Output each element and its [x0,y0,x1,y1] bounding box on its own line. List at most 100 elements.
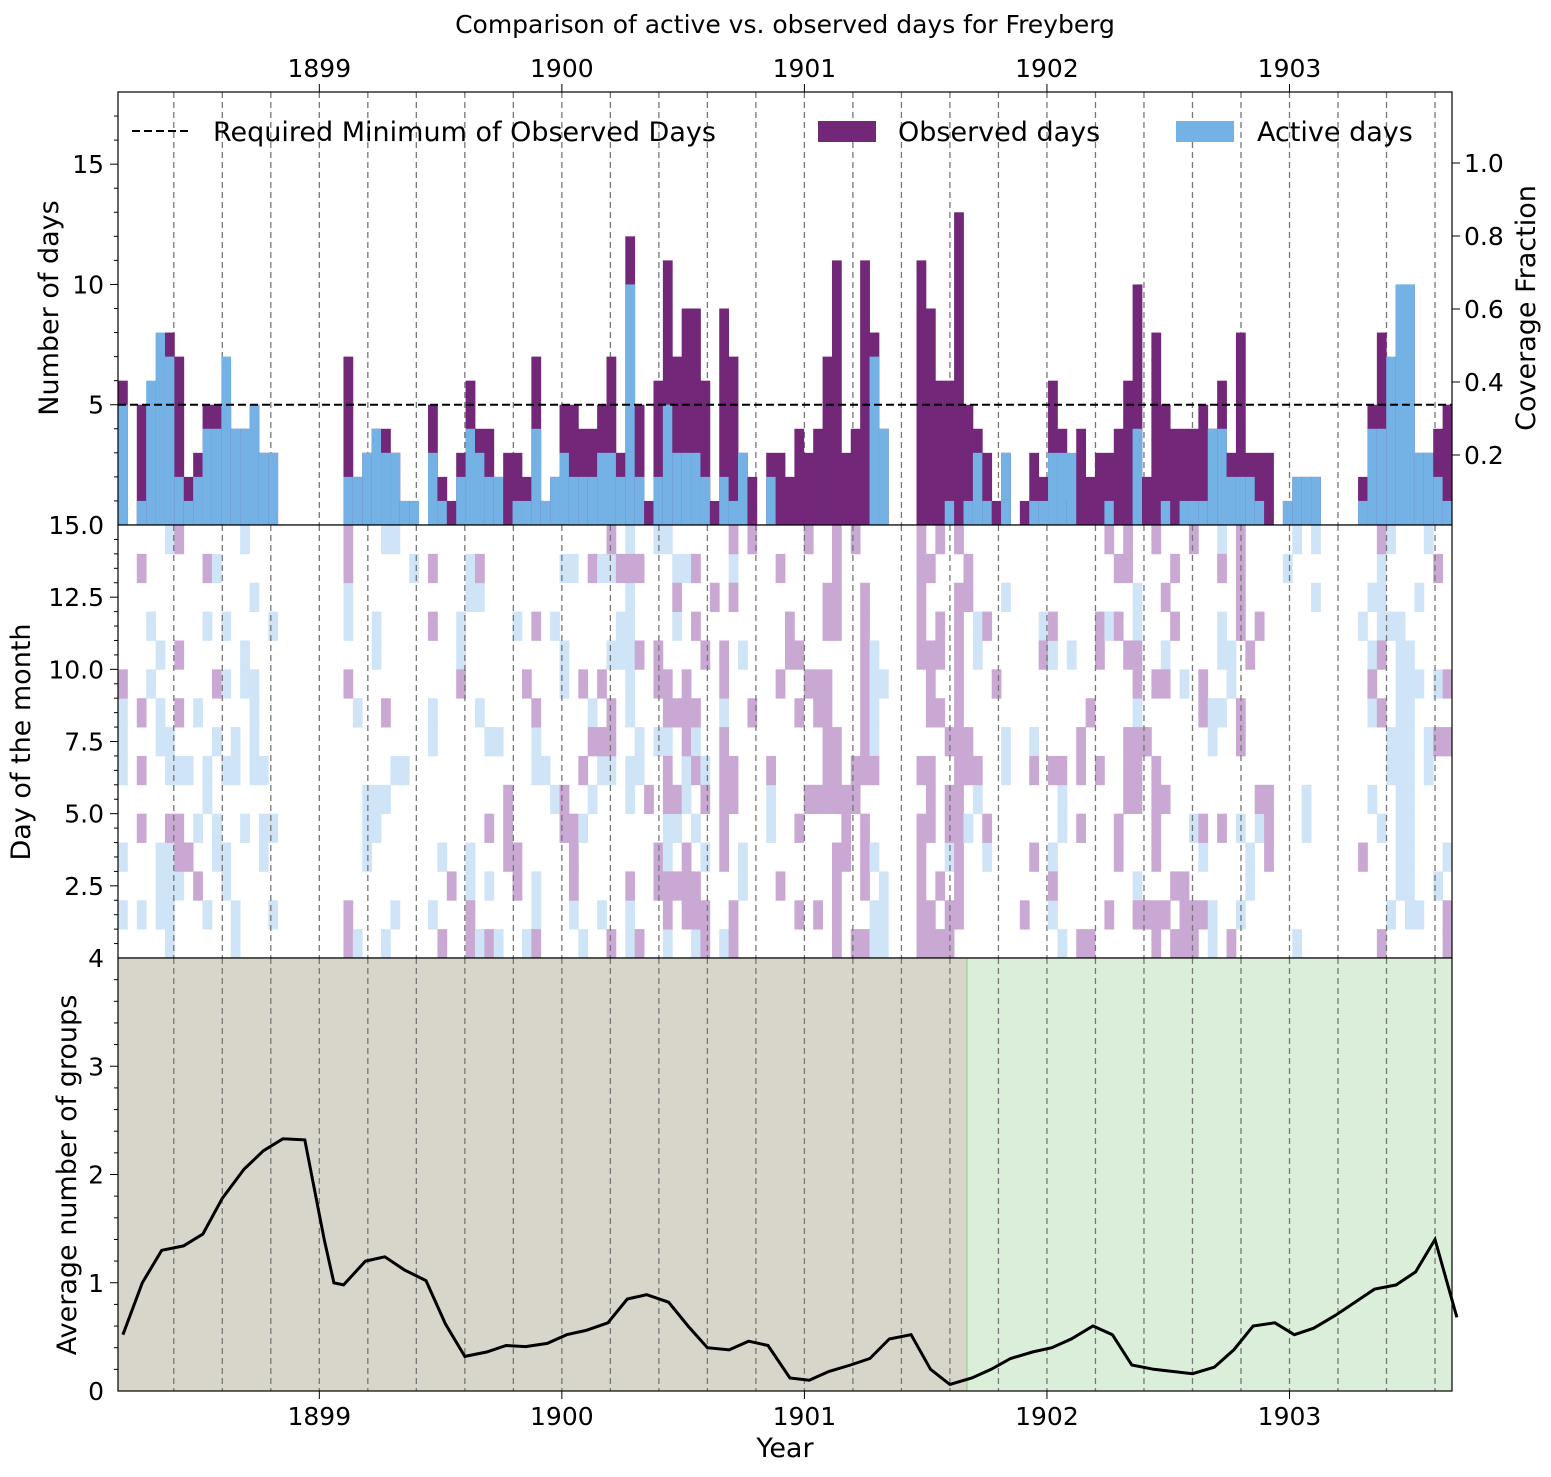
active-cell [1367,698,1378,728]
observed-cell [1442,727,1453,757]
active-cell [1057,784,1068,815]
observed-cell [1198,813,1209,843]
observed-bar [503,452,513,525]
active-bar [240,428,250,525]
region-right [966,958,1452,1391]
observed-cell [1433,727,1444,757]
observed-bar [803,452,814,525]
observed-cell [925,784,936,815]
active-bar [1235,476,1246,525]
observed-bar [512,452,523,525]
observed-bar [644,500,654,525]
active-cell [1048,900,1058,930]
observed-cell [625,553,636,584]
y-tick-label: 15 [72,150,104,179]
active-bar [1414,452,1425,525]
observed-cell [1170,553,1180,584]
x-tick-label: 1899 [288,1402,352,1431]
active-cell [738,871,748,901]
observed-cell [1170,611,1180,641]
observed-cell [1376,698,1387,728]
active-cell [662,727,673,757]
active-cell [1198,842,1209,872]
observed-cell [437,929,448,959]
observed-cell [822,698,833,728]
active-cell [211,842,222,872]
observed-cell [1095,640,1105,670]
active-cell [597,553,607,584]
observed-cell [916,611,927,641]
observed-bar [1048,380,1058,525]
active-cell [437,842,448,872]
y-tick-label: 5 [88,391,104,420]
observed-bar [935,380,946,525]
observed-bar [1235,332,1246,525]
bottom-x-axis: 1899 1900 1901 1902 1903 [288,1391,1321,1431]
right-tick-label: 0.8 [1464,222,1504,251]
observed-cell [568,871,579,901]
observed-cell [1076,755,1087,786]
observed-cell [813,698,823,728]
active-cell [146,611,156,641]
active-bar [484,476,495,525]
y-tick-label: 0 [88,1377,104,1406]
active-cell [1395,813,1406,843]
chart-title: Comparison of active vs. observed days f… [455,10,1115,39]
observed-cell [1198,900,1209,930]
observed-bar [1123,380,1133,525]
active-cell [869,842,880,872]
observed-cell [512,871,523,901]
active-cell [1405,698,1415,728]
active-cell [869,929,880,959]
observed-cell [925,755,936,786]
active-cell [428,900,438,930]
observed-cell [831,871,842,901]
observed-cell [963,553,974,584]
active-cell [578,929,589,959]
observed-cell [719,640,730,670]
observed-cell [136,698,147,728]
active-cell [578,813,589,843]
observed-cell [1188,525,1199,555]
observed-bar [794,428,805,525]
observed-bar [1104,452,1115,525]
active-bar [1188,500,1199,525]
observed-cell [1076,727,1087,757]
observed-cell [860,842,870,872]
observed-cell [719,784,730,815]
active-cell [1160,640,1171,670]
active-cell [221,755,232,786]
observed-cell [578,755,589,786]
active-cell [1048,640,1058,670]
active-cell [1057,929,1068,959]
active-bar [878,428,889,525]
middle-panel-heatmap: 2.5 5.0 7.5 10.0 12.5 15.0 Day of the month [6,511,1453,959]
active-cell [1395,669,1406,699]
active-cell [268,813,279,843]
observed-bar [822,356,833,525]
active-cell [1405,900,1415,930]
active-cell [869,727,880,757]
observed-cell [183,842,194,872]
y-tick-label: 7.5 [64,728,104,757]
observed-cell [1095,755,1105,786]
observed-cell [719,813,730,843]
observed-bar [1170,428,1180,525]
observed-cell [691,871,701,901]
observed-cell [954,900,964,930]
observed-cell [503,784,513,815]
observed-cell [531,929,542,959]
observed-cell [1076,929,1087,959]
observed-cell [794,640,805,670]
y-tick-label: 15.0 [48,511,104,540]
active-cell [193,813,203,843]
active-cell [164,755,175,786]
active-cell [155,900,166,930]
observed-bar [1076,428,1087,525]
active-cell [164,900,175,930]
active-bar [1029,500,1040,525]
active-cell [136,900,147,930]
active-bar [390,452,401,525]
observed-cell [785,640,795,670]
observed-cell [531,611,542,641]
